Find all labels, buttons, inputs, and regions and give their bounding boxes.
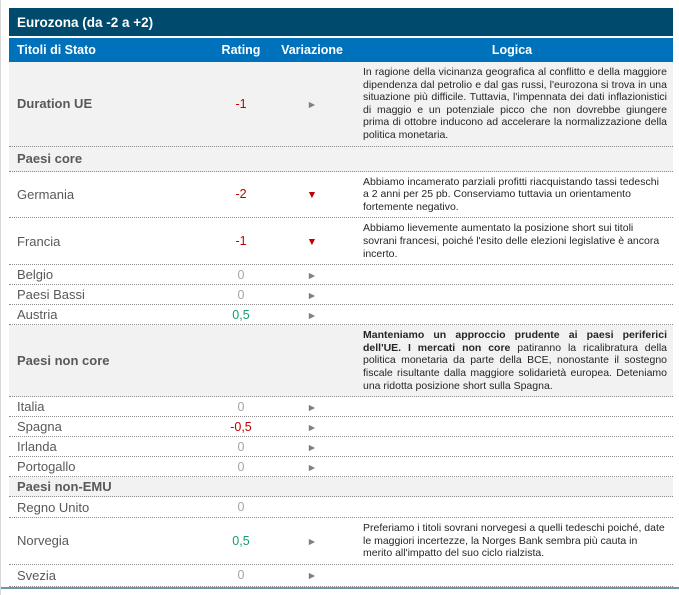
rating-value: 0 bbox=[237, 267, 245, 282]
row-label: Belgio bbox=[17, 267, 54, 283]
table-row: Regno Unito 0 bbox=[9, 497, 673, 519]
right-arrow-icon: ► bbox=[306, 421, 318, 434]
section-label: Paesi non core bbox=[17, 353, 110, 369]
row-label: Germania bbox=[17, 186, 75, 202]
column-header-name: Titoli di Stato bbox=[17, 43, 96, 57]
table-row: Portogallo 0 ► bbox=[9, 457, 673, 478]
row-label: Portogallo bbox=[17, 459, 76, 475]
right-arrow-icon: ► bbox=[306, 269, 318, 282]
logic-text-bold: Manteniamo un approccio prudente ai paes… bbox=[363, 329, 667, 354]
rating-value: -1 bbox=[235, 96, 247, 111]
table-row: Italia 0 ► bbox=[9, 397, 673, 418]
right-arrow-icon: ► bbox=[306, 309, 318, 322]
logic-text-rest: patiranno la ricalibratura della politic… bbox=[363, 341, 667, 392]
row-label: Italia bbox=[17, 399, 45, 415]
rating-value: 0 bbox=[237, 287, 245, 302]
row-label: Francia bbox=[17, 233, 61, 249]
right-arrow-icon: ► bbox=[306, 441, 318, 454]
rating-value: -0,5 bbox=[230, 419, 252, 434]
rating-value: 0,5 bbox=[232, 533, 250, 548]
row-label: Spagna bbox=[17, 419, 62, 435]
logic-text: Abbiamo lievemente aumentato la posizion… bbox=[363, 222, 660, 260]
table-row: Irlanda 0 ► bbox=[9, 437, 673, 458]
table-row: Duration UE -1 ► In ragione della vicina… bbox=[9, 62, 673, 147]
down-arrow-icon: ▼ bbox=[306, 236, 318, 249]
row-label: Regno Unito bbox=[17, 499, 90, 515]
row-label: Norvegia bbox=[17, 533, 70, 549]
row-label: Austria bbox=[17, 307, 58, 323]
rating-value: -1 bbox=[235, 234, 247, 249]
right-arrow-icon: ► bbox=[306, 461, 318, 474]
table-row: Norvegia 0,5 ► Preferiamo i titoli sovra… bbox=[9, 518, 673, 565]
logic-text: Abbiamo incamerato parziali profitti ria… bbox=[363, 175, 659, 213]
row-label: Paesi Bassi bbox=[17, 287, 85, 303]
down-arrow-icon: ▼ bbox=[306, 189, 318, 202]
table-row: Germania -2 ▼ Abbiamo incamerato parzial… bbox=[9, 172, 673, 219]
rating-value: 0 bbox=[237, 399, 245, 414]
rating-value: 0 bbox=[237, 439, 245, 454]
section-row: Paesi core bbox=[9, 146, 673, 172]
logic-text: Preferiamo i titoli sovrani norvegesi a … bbox=[363, 522, 665, 560]
table-row: Paesi Bassi 0 ► bbox=[9, 285, 673, 306]
section-row: Paesi non-EMU bbox=[9, 477, 673, 498]
right-arrow-icon: ► bbox=[306, 535, 318, 548]
table-row: Austria 0,5 ► bbox=[9, 305, 673, 326]
rating-value: 0 bbox=[237, 459, 245, 474]
rating-table: Eurozona (da -2 a +2) Titoli di Stato Ra… bbox=[9, 8, 673, 587]
table-row: Svezia 0 ► bbox=[9, 565, 673, 587]
column-header-rating: Rating bbox=[221, 43, 261, 57]
row-label: Svezia bbox=[17, 567, 57, 583]
column-header-variation: Variazione bbox=[281, 43, 343, 57]
table-row: Belgio 0 ► bbox=[9, 265, 673, 286]
right-arrow-icon: ► bbox=[306, 401, 318, 414]
row-label: Irlanda bbox=[17, 439, 57, 455]
footer-divider bbox=[1, 587, 679, 589]
right-arrow-icon: ► bbox=[306, 98, 318, 111]
table-row: Spagna -0,5 ► bbox=[9, 417, 673, 438]
table-title-bar: Eurozona (da -2 a +2) bbox=[9, 8, 673, 36]
rating-value: 0,5 bbox=[232, 307, 250, 322]
section-label: Paesi non-EMU bbox=[17, 479, 112, 495]
page-title: Eurozona (da -2 a +2) bbox=[17, 14, 154, 30]
rating-value: -2 bbox=[235, 187, 247, 202]
right-arrow-icon: ► bbox=[306, 570, 318, 583]
section-label: Paesi core bbox=[17, 151, 83, 167]
column-header-logic: Logica bbox=[491, 43, 533, 57]
right-arrow-icon: ► bbox=[306, 289, 318, 302]
row-label: Duration UE bbox=[17, 96, 93, 112]
logic-text: Manteniamo un approccio prudente ai paes… bbox=[351, 325, 673, 396]
column-header-row: Titoli di Stato Rating Variazione Logica bbox=[9, 38, 673, 62]
rating-value: 0 bbox=[237, 500, 245, 515]
section-row: Paesi non core Manteniamo un approccio p… bbox=[9, 325, 673, 398]
rating-value: 0 bbox=[237, 568, 245, 583]
table-row: Francia -1 ▼ Abbiamo lievemente aumentat… bbox=[9, 218, 673, 266]
logic-text: In ragione della vicinanza geografica al… bbox=[363, 66, 667, 141]
